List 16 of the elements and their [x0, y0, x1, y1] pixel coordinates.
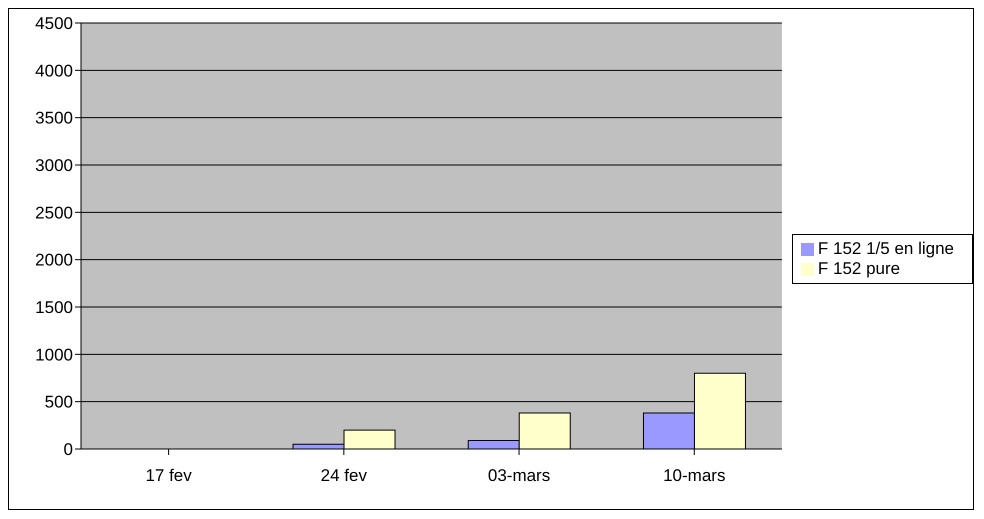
y-tick-label: 2000 — [35, 250, 73, 270]
x-tick-label: 17 fev — [145, 466, 192, 486]
y-tick-label: 1000 — [35, 345, 73, 364]
y-tick-label: 500 — [44, 392, 73, 412]
y-tick-label: 1500 — [35, 298, 73, 318]
x-tick-label: 10-mars — [663, 466, 726, 486]
x-tick-label: 24 fev — [320, 466, 368, 486]
y-tick-label: 2500 — [35, 203, 73, 222]
y-tick-label: 0 — [64, 440, 73, 460]
legend-label: F 152 1/5 en ligne — [818, 239, 954, 258]
y-tick-label: 4500 — [35, 14, 73, 34]
y-tick-label: 3000 — [35, 156, 73, 176]
legend-label: F 152 pure — [818, 259, 900, 278]
y-tick-label: 3500 — [35, 108, 73, 128]
x-tick-label: 03-mars — [488, 466, 550, 486]
y-tick-label: 4000 — [35, 61, 73, 80]
